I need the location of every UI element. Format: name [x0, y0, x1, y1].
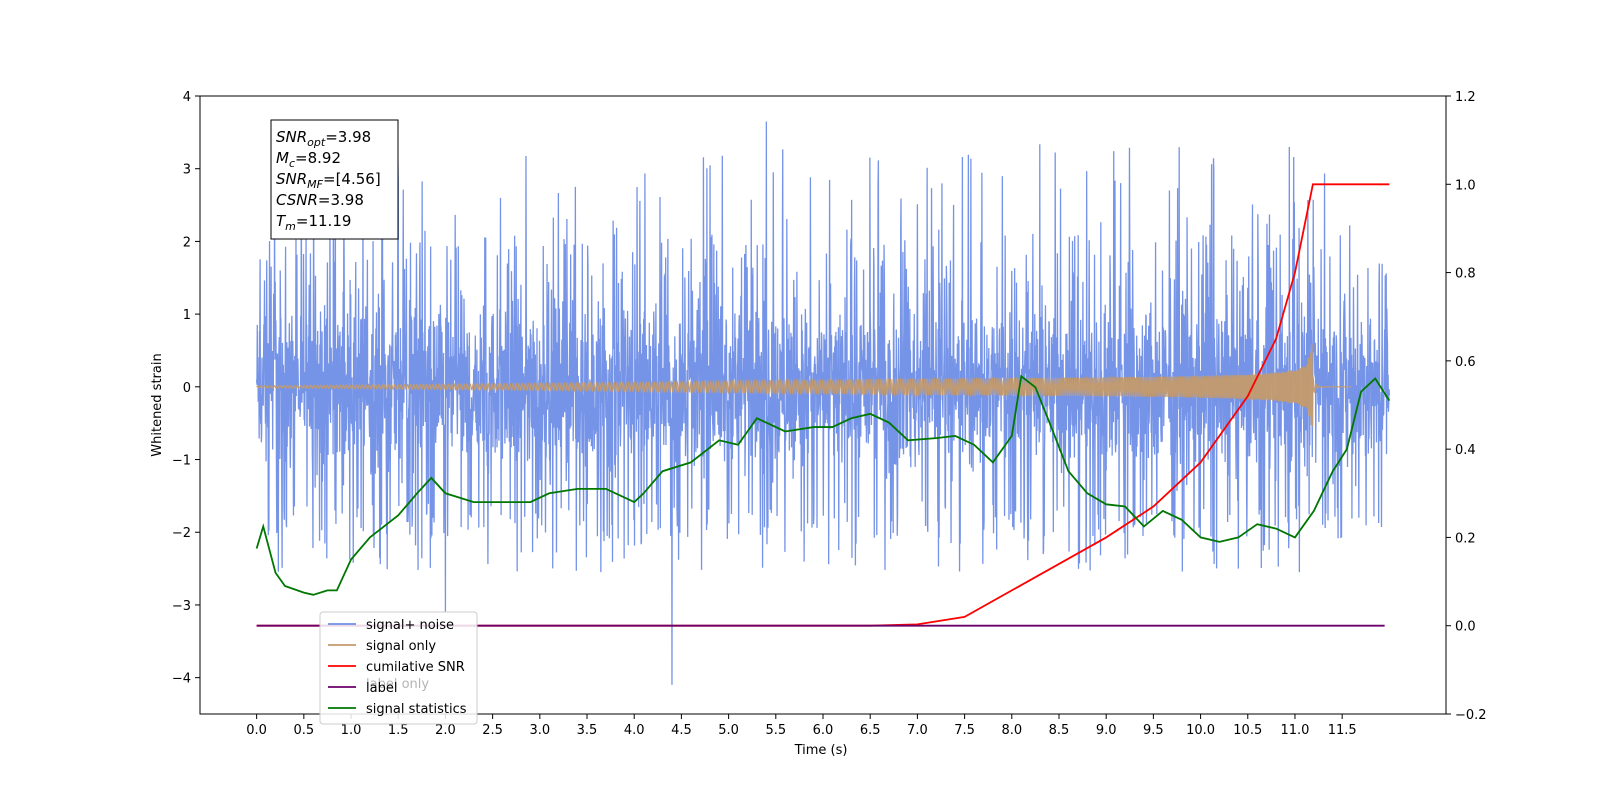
series-signal-only-line: [256, 344, 1352, 427]
legend-label-signal-statistics: signal statistics: [366, 702, 467, 717]
y-right-tick-label-2: 0.2: [1455, 531, 1476, 546]
x-tick-label-7: 3.5: [577, 723, 598, 738]
y-right-tick-label-0: −0.2: [1455, 708, 1487, 723]
annotation-line-3: CSNR=3.98: [276, 191, 364, 209]
y-axis-label: Whitened strain: [150, 353, 165, 456]
y-right-tick-label-5: 0.8: [1455, 267, 1476, 282]
legend-frame: [319, 611, 478, 725]
annotation-line-2: SNRMF=[4.56]: [276, 170, 381, 191]
y-left-tick-label-2: −2: [172, 526, 191, 541]
x-tick-label-1: 0.5: [293, 723, 314, 738]
x-tick-label-4: 2.0: [435, 723, 456, 738]
y-right-tick-label-1: 0.0: [1455, 620, 1476, 635]
x-tick-label-9: 4.5: [671, 723, 692, 738]
y-left-tick-label-5: 1: [183, 308, 191, 323]
x-tick-label-16: 8.0: [1001, 723, 1022, 738]
x-tick-label-13: 6.5: [860, 723, 881, 738]
x-axis: 0.0 0.5 1.0 1.5 2.0 2.5 3.0 3.5 4.0 4.5 5.0 5.5 6.0 6…: [246, 714, 1357, 738]
x-tick-label-20: 10.0: [1186, 723, 1215, 738]
y-right-tick-label-6: 1.0: [1455, 178, 1476, 193]
y-right-tick-label-4: 0.6: [1455, 355, 1476, 370]
x-tick-label-5: 2.5: [482, 723, 503, 738]
x-tick-label-2: 1.0: [341, 723, 362, 738]
x-tick-label-23: 11.5: [1328, 723, 1357, 738]
x-tick-label-8: 4.0: [624, 723, 645, 738]
y-axis-right: −0.2 0.0 0.2 0.4 0.6 0.8 1.0 1.2: [1446, 90, 1487, 723]
x-tick-label-14: 7.0: [907, 723, 928, 738]
y-left-tick-label-8: 4: [183, 90, 191, 105]
x-tick-label-0: 0.0: [246, 723, 267, 738]
plot-area: [255, 121, 1391, 685]
legend-label-cumilative-snr: cumilative SNR: [366, 660, 465, 675]
legend-label-label: label: [366, 681, 397, 696]
y-right-tick-label-3: 0.4: [1455, 443, 1476, 458]
x-tick-label-15: 7.5: [954, 723, 975, 738]
x-axis-label: Time (s): [794, 743, 848, 758]
x-tick-label-18: 9.0: [1096, 723, 1117, 738]
annotation-line-0: SNRopt=3.98: [276, 128, 371, 149]
y-left-tick-label-3: −1: [172, 454, 191, 469]
series-signal-noise-line: [255, 121, 1391, 685]
x-tick-label-10: 5.0: [718, 723, 739, 738]
y-left-tick-label-4: 0: [183, 381, 191, 396]
y-right-tick-label-7: 1.2: [1455, 90, 1476, 105]
x-tick-label-12: 6.0: [813, 723, 834, 738]
x-tick-label-22: 11.0: [1280, 723, 1309, 738]
legend-label-signal-only: signal only: [366, 639, 436, 654]
annotation-line-1: Mc=8.92: [276, 149, 341, 170]
y-axis-left: −4 −3 −2 −1 0 1 2 3 4: [172, 90, 200, 687]
x-tick-label-3: 1.5: [388, 723, 409, 738]
y-left-tick-label-6: 2: [183, 235, 191, 250]
y-left-tick-label-1: −3: [172, 599, 191, 614]
legend-entry-label-only: label only: [366, 677, 429, 692]
y-left-tick-label-7: 3: [183, 163, 191, 178]
y-left-tick-label-0: −4: [172, 672, 191, 687]
x-tick-label-21: 10.5: [1233, 723, 1262, 738]
series-cumilative-snr-line: [256, 183, 1390, 627]
legend: label only signal+ noise signal only cumila…: [319, 611, 478, 725]
annotation-frame: [270, 119, 399, 240]
x-tick-label-19: 9.5: [1143, 723, 1164, 738]
x-tick-label-11: 5.5: [765, 723, 786, 738]
series-signal-statistics-line: [255, 374, 1391, 596]
x-tick-label-17: 8.5: [1049, 723, 1070, 738]
x-tick-label-6: 3.0: [529, 723, 550, 738]
legend-label-signal-noise: signal+ noise: [366, 618, 454, 633]
annotation-line-4: Tm=11.19: [276, 212, 351, 233]
